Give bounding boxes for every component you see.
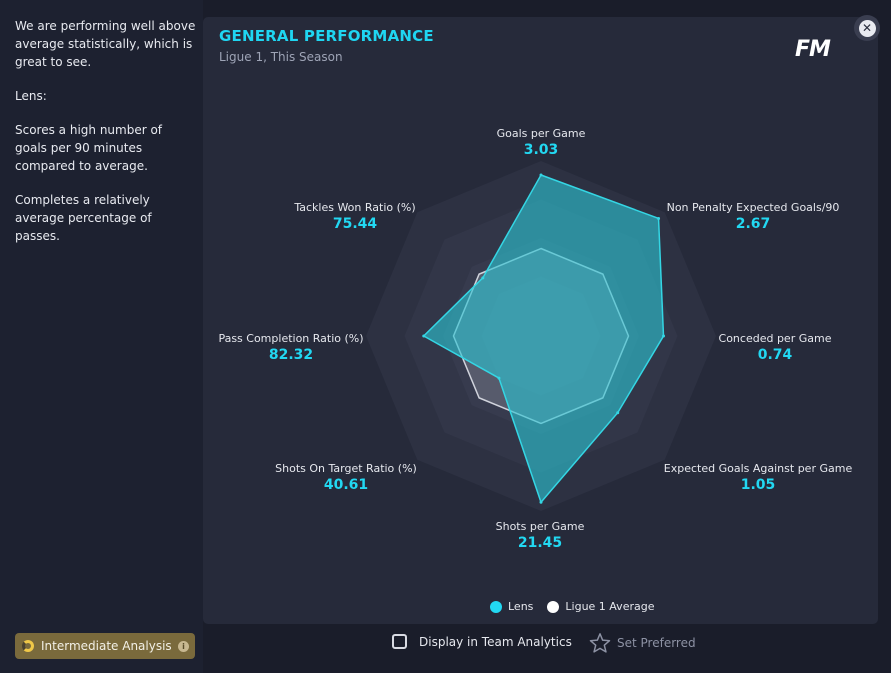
stat-label: Conceded per Game <box>718 332 832 345</box>
stat-xga-per-game: Expected Goals Against per Game 1.05 <box>664 462 852 493</box>
checkbox[interactable] <box>392 634 407 649</box>
analysis-paragraph: Scores a high number of goals per 90 min… <box>15 123 163 173</box>
checkbox-label: Display in Team Analytics <box>419 634 572 649</box>
star-icon <box>589 633 611 653</box>
legend-swatch <box>490 600 502 613</box>
stat-value: 75.44 <box>332 216 378 232</box>
series-lens-point <box>539 173 543 177</box>
stat-value: 40.61 <box>323 477 369 493</box>
stat-value: 1.05 <box>740 477 776 493</box>
analysis-paragraph: Completes a relatively average percentag… <box>15 193 152 243</box>
stat-label: Shots per Game <box>495 520 585 533</box>
stat-value: 2.67 <box>735 216 771 232</box>
analysis-button-label: Intermediate Analysis <box>41 639 172 653</box>
series-lens-point <box>497 376 501 380</box>
stat-conceded-per-game: Conceded per Game 0.74 <box>719 332 832 363</box>
close-icon: ✕ <box>858 19 876 37</box>
series-lens-point <box>657 216 661 220</box>
stat-tackles-won: Tackles Won Ratio (%) 75.44 <box>294 201 415 232</box>
set-preferred-button[interactable]: Set Preferred <box>589 632 696 654</box>
series-lens-point <box>616 411 620 415</box>
panel-title: GENERAL PERFORMANCE <box>219 27 434 45</box>
set-preferred-label: Set Preferred <box>617 636 696 650</box>
analysis-paragraph: We are performing well above average sta… <box>15 19 196 69</box>
analysis-paragraph: Lens: <box>15 89 47 103</box>
panel-subtitle: Ligue 1, This Season <box>219 50 343 64</box>
stat-value: 82.32 <box>268 347 314 363</box>
stat-label: Expected Goals Against per Game <box>663 462 853 475</box>
legend-label: Ligue 1 Average <box>565 600 655 613</box>
progress-ring-icon <box>22 640 34 652</box>
info-icon[interactable]: i <box>178 640 189 652</box>
stat-label: Shots On Target Ratio (%) <box>275 462 417 475</box>
stat-npxg: Non Penalty Expected Goals/90 2.67 <box>667 201 840 232</box>
fm-logo: FM <box>795 37 831 62</box>
stat-label: Tackles Won Ratio (%) <box>294 201 416 214</box>
stat-label: Non Penalty Expected Goals/90 <box>666 201 840 214</box>
stat-label: Goals per Game <box>496 127 586 140</box>
legend-swatch <box>547 600 560 613</box>
close-button[interactable]: ✕ <box>854 15 880 41</box>
series-lens-point <box>422 334 426 338</box>
stat-value: 21.45 <box>517 535 563 551</box>
stat-goals-per-game: Goals per Game 3.03 <box>497 127 586 158</box>
legend-item-average: Ligue 1 Average <box>547 600 654 613</box>
stat-value: 3.03 <box>523 142 559 158</box>
stat-value: 0.74 <box>757 347 793 363</box>
analysis-text: We are performing well above average sta… <box>15 17 197 261</box>
left-panel: We are performing well above average sta… <box>0 0 203 673</box>
display-in-team-analytics[interactable]: Display in Team Analytics <box>392 634 572 649</box>
series-lens-point <box>481 276 485 280</box>
chart-legend: Lens Ligue 1 Average <box>490 600 668 613</box>
legend-label: Lens <box>508 600 534 613</box>
intermediate-analysis-button[interactable]: Intermediate Analysis i <box>15 633 195 659</box>
stat-shots-on-target: Shots On Target Ratio (%) 40.61 <box>275 462 417 493</box>
series-lens-point <box>662 334 665 338</box>
stat-label: Pass Completion Ratio (%) <box>218 332 364 345</box>
stat-pass-completion: Pass Completion Ratio (%) 82.32 <box>218 332 363 363</box>
series-lens-point <box>539 500 543 504</box>
stat-shots-per-game: Shots per Game 21.45 <box>496 520 585 551</box>
legend-item-lens: Lens <box>490 600 533 613</box>
